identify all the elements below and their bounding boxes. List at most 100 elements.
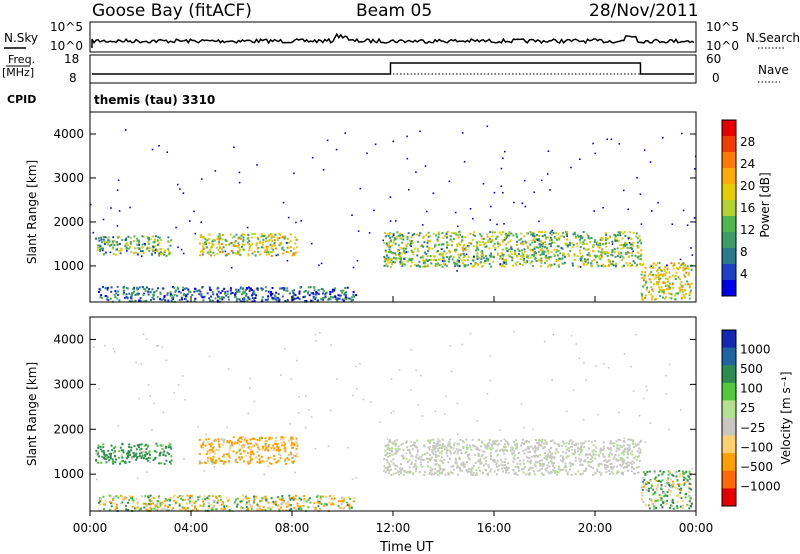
- heatmap-cell: [238, 437, 241, 440]
- heatmap-cell: [590, 265, 593, 268]
- heatmap-cell: [161, 287, 164, 290]
- heatmap-cell: [289, 497, 291, 500]
- heatmap-cell: [389, 441, 392, 443]
- heatmap-cell: [534, 451, 537, 454]
- heatmap-cell: [478, 449, 481, 452]
- heatmap-cell: [135, 497, 138, 500]
- heatmap-cell: [641, 270, 644, 273]
- heatmap-cell: [410, 349, 413, 351]
- heatmap-cell: [225, 244, 227, 246]
- heatmap-cell: [461, 235, 464, 238]
- heatmap-cell: [219, 251, 222, 254]
- heatmap-cell: [446, 455, 449, 458]
- heatmap-cell: [410, 389, 412, 391]
- heatmap-cell: [630, 237, 633, 240]
- heatmap-cell: [152, 298, 155, 301]
- heatmap-cell: [490, 448, 493, 451]
- heatmap-cell: [174, 290, 177, 293]
- power-colorbar-tick-label: 4: [740, 267, 748, 281]
- heatmap-cell: [490, 252, 493, 255]
- heatmap-cell: [390, 473, 393, 476]
- heatmap-cell: [162, 444, 164, 447]
- heatmap-cell: [633, 457, 636, 459]
- heatmap-cell: [576, 242, 579, 245]
- heatmap-cell: [249, 460, 252, 463]
- heatmap-cell: [130, 294, 133, 297]
- heatmap-cell: [390, 468, 392, 471]
- heatmap-cell: [209, 299, 212, 302]
- heatmap-cell: [423, 241, 426, 244]
- heatmap-cell: [480, 253, 483, 256]
- heatmap-cell: [561, 247, 564, 250]
- heatmap-cell: [148, 242, 151, 245]
- heatmap-cell: [150, 508, 153, 511]
- heatmap-cell: [276, 297, 279, 300]
- heatmap-cell: [550, 440, 552, 443]
- heatmap-cell: [343, 507, 346, 509]
- heatmap-cell: [625, 243, 628, 246]
- heatmap-cell: [418, 265, 421, 268]
- heatmap-cell: [416, 254, 419, 257]
- heatmap-cell: [242, 445, 245, 448]
- heatmap-cell: [254, 254, 257, 257]
- heatmap-cell: [581, 472, 584, 475]
- heatmap-cell: [160, 502, 163, 505]
- heatmap-cell: [292, 496, 295, 499]
- heatmap-cell: [689, 497, 692, 500]
- heatmap-cell: [260, 287, 263, 290]
- heatmap-cell: [446, 230, 449, 233]
- heatmap-cell: [582, 262, 585, 265]
- heatmap-cell: [418, 234, 421, 237]
- heatmap-cell: [218, 236, 221, 239]
- heatmap-cell: [656, 269, 659, 272]
- heatmap-cell: [243, 460, 245, 463]
- heatmap-cell: [514, 466, 517, 468]
- heatmap-cell: [523, 465, 526, 468]
- heatmap-cell: [470, 448, 473, 451]
- heatmap-cell: [639, 238, 642, 241]
- heatmap-cell: [425, 265, 428, 268]
- heatmap-cell: [429, 255, 432, 257]
- heatmap-cell: [489, 470, 492, 473]
- heatmap-cell: [479, 233, 482, 236]
- heatmap-cell: [521, 252, 524, 255]
- heatmap-cell: [448, 450, 451, 453]
- heatmap-cell: [230, 249, 233, 252]
- heatmap-cell: [281, 499, 284, 502]
- heatmap-cell: [643, 484, 646, 487]
- heatmap-cell: [343, 292, 346, 295]
- heatmap-cell: [653, 505, 656, 508]
- heatmap-cell: [128, 460, 131, 463]
- heatmap-cell: [454, 457, 457, 460]
- heatmap-cell: [482, 472, 484, 474]
- heatmap-cell: [616, 247, 619, 250]
- heatmap-cell: [502, 263, 504, 266]
- heatmap-cell: [514, 443, 517, 446]
- heatmap-cell: [480, 255, 483, 258]
- heatmap-cell: [527, 473, 530, 475]
- heatmap-cell: [640, 492, 643, 494]
- heatmap-cell: [209, 457, 212, 460]
- heatmap-cell: [154, 456, 157, 459]
- heatmap-cell: [103, 243, 106, 246]
- heatmap-cell: [310, 416, 313, 418]
- heatmap-cell: [411, 242, 414, 245]
- heatmap-cell: [512, 456, 515, 459]
- heatmap-cell: [108, 459, 111, 462]
- heatmap-cell: [168, 499, 171, 502]
- heatmap-cell: [472, 465, 475, 467]
- heatmap-cell: [592, 244, 595, 247]
- heatmap-cell: [416, 446, 419, 449]
- velocity-colorbar-swatch: [722, 365, 736, 384]
- heatmap-cell: [297, 296, 300, 299]
- heatmap-cell: [651, 500, 654, 503]
- heatmap-cell: [152, 458, 155, 461]
- heatmap-cell: [273, 244, 276, 247]
- heatmap-cell: [650, 483, 653, 486]
- heatmap-cell: [289, 504, 292, 507]
- heatmap-cell: [640, 242, 643, 245]
- heatmap-cell: [299, 505, 302, 508]
- heatmap-cell: [140, 447, 143, 450]
- heatmap-cell: [235, 252, 238, 255]
- heatmap-cell: [679, 473, 681, 476]
